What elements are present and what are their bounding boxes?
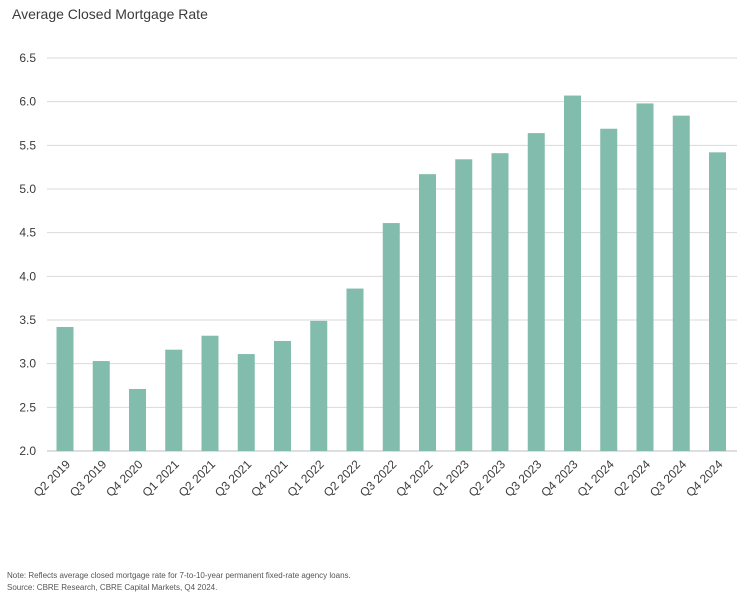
bar	[527, 133, 545, 451]
x-tick-label: Q2 2022	[321, 457, 364, 500]
x-tick-label: Q2 2021	[176, 457, 219, 500]
y-tick-label: 3.5	[19, 313, 36, 327]
x-tick-label: Q4 2023	[538, 457, 581, 500]
x-tick-label: Q4 2024	[683, 457, 726, 500]
x-tick-label: Q4 2021	[248, 457, 291, 500]
bar	[419, 174, 436, 452]
y-tick-label: 5.5	[19, 138, 36, 152]
x-tick-label: Q3 2023	[502, 457, 545, 500]
y-tick-label: 4.0	[19, 269, 36, 283]
x-tick-label: Q2 2023	[466, 457, 509, 500]
bars	[56, 95, 726, 452]
y-tick-label: 2.5	[19, 400, 36, 414]
y-tick-label: 6.5	[19, 51, 36, 65]
bar	[491, 153, 509, 451]
bar-chart: 6.56.05.55.04.54.03.53.02.52.0 Q2 2019Q3…	[19, 51, 737, 500]
x-tick-label: Q1 2024	[574, 457, 617, 500]
x-tick-label: Q1 2021	[139, 457, 182, 500]
bar	[382, 223, 400, 451]
x-tick-label: Q3 2024	[647, 457, 690, 500]
x-tick-label: Q3 2022	[357, 457, 400, 500]
x-tick-label: Q3 2021	[212, 457, 255, 500]
bar	[600, 128, 618, 452]
bar	[274, 340, 291, 451]
x-tick-label: Q1 2023	[429, 457, 472, 500]
x-tick-label: Q2 2019	[31, 457, 74, 500]
bar	[709, 152, 726, 451]
bar	[56, 326, 74, 451]
x-tick-label: Q1 2022	[284, 457, 327, 500]
y-tick-label: 6.0	[19, 95, 36, 109]
bar	[201, 335, 219, 451]
source-text: Source: CBRE Research, CBRE Capital Mark…	[7, 583, 218, 592]
bar	[346, 288, 364, 451]
y-tick-label: 3.0	[19, 357, 36, 371]
x-tick-label: Q3 2019	[67, 457, 110, 500]
bar	[672, 115, 690, 451]
y-tick-label: 5.0	[19, 182, 36, 196]
bar	[455, 159, 473, 451]
bar	[129, 388, 146, 451]
chart-title: Average Closed Mortgage Rate	[12, 6, 208, 22]
y-axis-labels: 6.5 6.0 5.5 5.0 4.5 4.0 3.5 3.0 2.5 2.0	[19, 51, 36, 458]
y-tick-label: 2.0	[19, 444, 36, 458]
y-tick-label: 4.5	[19, 226, 36, 240]
footnotes: Note: Reflects average closed mortgage r…	[7, 570, 351, 594]
bar	[237, 354, 255, 451]
bar	[165, 349, 183, 451]
bar	[636, 103, 654, 451]
bar	[310, 320, 328, 451]
x-tick-label: Q4 2020	[103, 457, 146, 500]
bar	[564, 95, 581, 451]
bar	[92, 361, 110, 451]
note-text: Note: Reflects average closed mortgage r…	[7, 571, 351, 580]
x-tick-label: Q4 2022	[393, 457, 436, 500]
x-tick-label: Q2 2024	[611, 457, 654, 500]
